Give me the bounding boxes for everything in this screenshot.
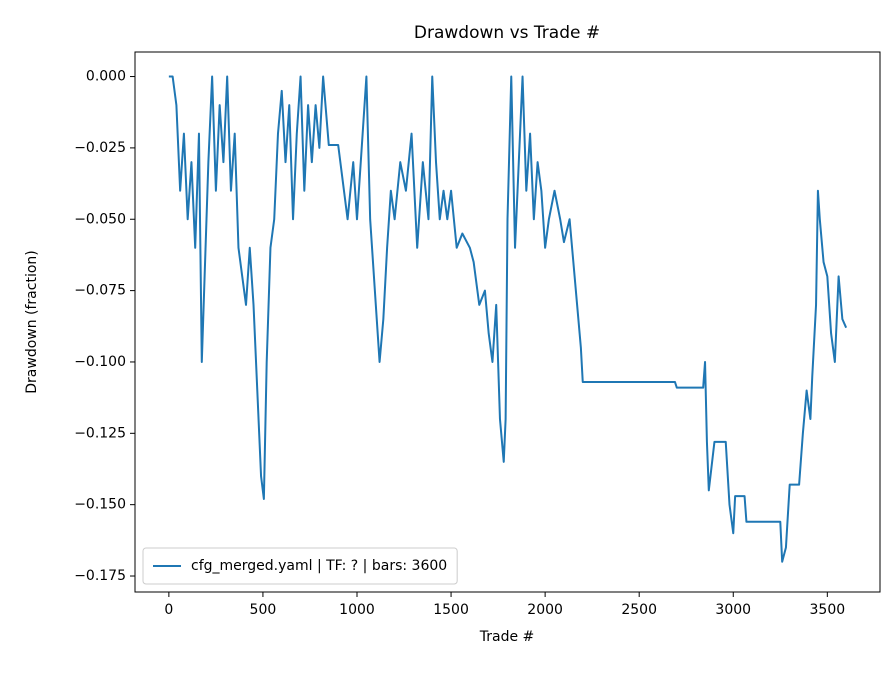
line-series bbox=[168, 75, 848, 563]
y-tick-label: −0.100 bbox=[74, 354, 126, 370]
y-axis-label: Drawdown (fraction) bbox=[24, 250, 40, 394]
y-tick-label: −0.150 bbox=[74, 497, 126, 513]
y-tick-label: −0.025 bbox=[74, 140, 126, 156]
plot-frame bbox=[134, 51, 881, 593]
x-tick-label: 0 bbox=[164, 602, 173, 618]
y-tick-label: −0.075 bbox=[74, 283, 126, 299]
x-tick-label: 1500 bbox=[433, 602, 469, 618]
x-tick-label: 1000 bbox=[339, 602, 375, 618]
x-axis-label: Trade # bbox=[479, 629, 535, 645]
y-tick-label: 0.000 bbox=[86, 69, 126, 85]
legend-label: cfg_merged.yaml | TF: ? | bars: 3600 bbox=[191, 558, 447, 574]
x-tick-label: 2000 bbox=[527, 602, 563, 618]
x-tick-label: 500 bbox=[250, 602, 277, 618]
y-tick-label: −0.050 bbox=[74, 211, 126, 227]
legend-box bbox=[142, 547, 458, 585]
y-tick-label: −0.175 bbox=[74, 568, 126, 584]
x-tick-label: 3000 bbox=[715, 602, 751, 618]
x-tick-label: 3500 bbox=[810, 602, 846, 618]
chart-title: Drawdown vs Trade # bbox=[414, 23, 600, 43]
y-tick-label: −0.125 bbox=[74, 425, 126, 441]
x-tick-label: 2500 bbox=[621, 602, 657, 618]
